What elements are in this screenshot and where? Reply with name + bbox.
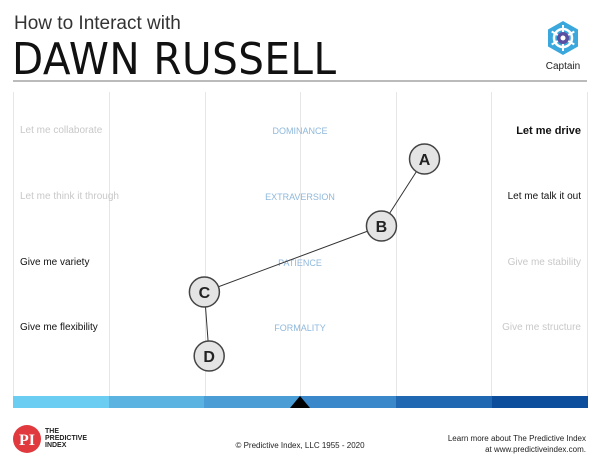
grid-line — [300, 92, 301, 396]
copyright: © Predictive Index, LLC 1955 - 2020 — [235, 441, 365, 450]
factor-label: FORMALITY — [274, 323, 326, 333]
divider — [13, 80, 587, 82]
right-preference: Give me structure — [502, 322, 581, 333]
ship-wheel-icon — [545, 20, 581, 56]
learn-more: Learn more about The Predictive Index at … — [448, 433, 586, 455]
scale-segment — [108, 396, 205, 408]
grid-line — [396, 92, 397, 396]
left-preference: Let me collaborate — [20, 125, 103, 136]
factor-point — [193, 340, 225, 372]
logo-text: THE PREDICTIVE INDEX — [45, 428, 88, 449]
norm-marker — [290, 396, 310, 408]
grid-line — [109, 92, 110, 396]
factor-point-label: D — [203, 349, 215, 366]
grid-line — [491, 92, 492, 396]
scale-segment — [300, 396, 397, 408]
right-preference: Let me talk it out — [507, 191, 581, 202]
factor-point-label: C — [199, 285, 211, 302]
grid-line — [205, 92, 206, 396]
right-preference: Let me drive — [516, 125, 581, 137]
factor-label: DOMINANCE — [272, 126, 328, 136]
left-preference: Give me flexibility — [20, 322, 98, 333]
factor-label: PATIENCE — [278, 258, 322, 268]
factor-point-label: B — [376, 219, 388, 236]
grid-line — [587, 92, 588, 396]
factor-label: EXTRAVERSION — [265, 192, 335, 202]
scale-segment — [491, 396, 588, 408]
grid-line — [13, 92, 14, 396]
factor-point-label: A — [419, 152, 431, 169]
learn-line-1: Learn more about The Predictive Index — [447, 434, 586, 443]
factor-point — [365, 210, 398, 242]
scale-segment — [13, 396, 109, 408]
subtitle: How to Interact with — [14, 13, 181, 34]
scale-segment — [204, 396, 301, 408]
pi-logo: PI — [12, 424, 42, 459]
factor-point — [408, 143, 441, 175]
factor-point — [188, 276, 221, 308]
scale-segment — [395, 396, 492, 408]
profile-label: Captain — [545, 61, 581, 72]
website-link[interactable]: at www.predictiveindex.com. — [485, 445, 586, 454]
left-preference: Let me think it through — [20, 191, 119, 202]
connector-line — [204, 225, 382, 293]
svg-text:PI: PI — [19, 432, 35, 449]
person-name: DAWN RUSSELL — [12, 34, 337, 85]
right-preference: Give me stability — [507, 257, 581, 268]
left-preference: Give me variety — [20, 257, 90, 268]
